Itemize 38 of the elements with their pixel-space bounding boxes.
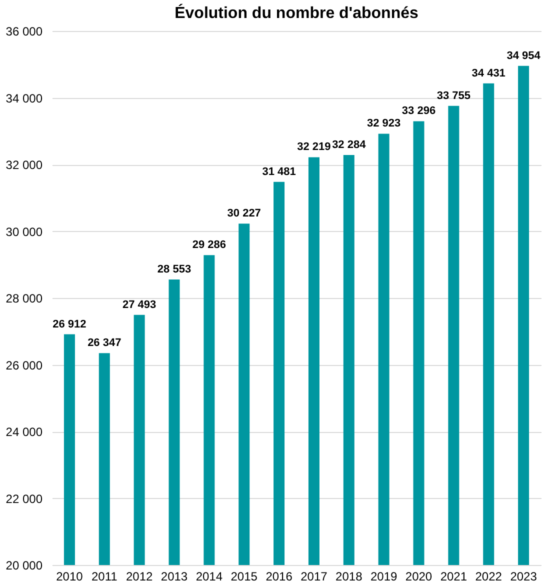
x-tick-label: 2014 [196, 570, 223, 584]
data-label: 33 296 [402, 105, 436, 118]
x-tick-label: 2010 [56, 570, 84, 584]
y-tick-label: 22 000 [6, 492, 43, 506]
x-tick-label: 2021 [440, 570, 468, 584]
y-tick-label: 30 000 [6, 224, 43, 239]
y-tick-label: 36 000 [6, 24, 43, 38]
data-label: 32 923 [366, 118, 401, 130]
data-label: 27 493 [122, 298, 156, 311]
y-tick-label: 20 000 [6, 558, 43, 572]
x-tick-label: 2016 [266, 570, 293, 584]
data-label: 34 431 [472, 67, 506, 80]
y-tick-label: 28 000 [6, 292, 43, 306]
x-tick-label: 2011 [91, 570, 118, 584]
data-label: 30 227 [227, 208, 261, 220]
data-label: 26 347 [88, 337, 122, 350]
chart-title: Évolution du nombre d'abonnés [174, 3, 418, 22]
data-label: 28 553 [157, 264, 192, 276]
x-tick-label: 2013 [160, 570, 188, 584]
x-tick-label: 2015 [230, 570, 258, 584]
data-label: 32 219 [297, 141, 331, 154]
x-tick-label: 2020 [405, 570, 432, 584]
data-label: 26 912 [52, 318, 86, 330]
x-tick-label: 2022 [475, 570, 502, 584]
x-tick-label: 2017 [300, 570, 328, 584]
x-tick-label: 2012 [126, 570, 153, 584]
y-tick-label: 26 000 [6, 358, 43, 372]
data-label: 32 284 [332, 139, 367, 152]
data-label: 29 286 [192, 239, 226, 252]
x-tick-label: 2019 [370, 570, 398, 584]
data-label: 34 954 [506, 50, 542, 62]
y-tick-label: 34 000 [6, 91, 43, 106]
x-tick-label: 2018 [336, 570, 363, 584]
data-label: 31 481 [262, 166, 296, 178]
y-tick-label: 32 000 [6, 158, 43, 172]
y-tick-label: 24 000 [6, 425, 43, 439]
data-label: 33 755 [436, 90, 471, 102]
x-tick-label: 2023 [510, 570, 538, 584]
